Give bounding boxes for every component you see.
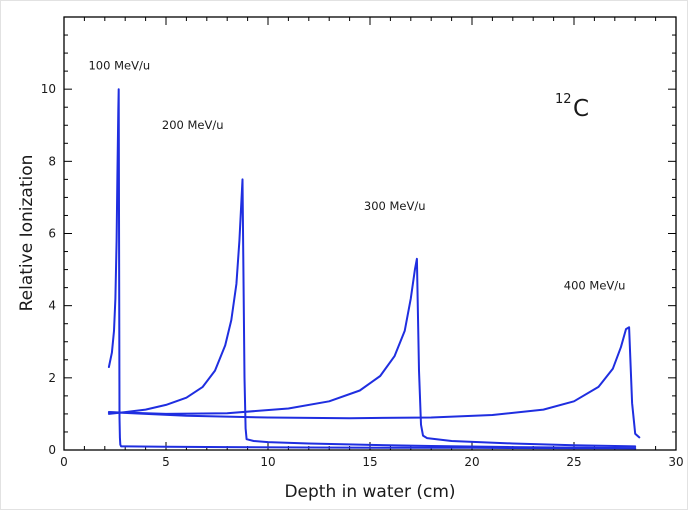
x-tick-label: 10 <box>260 455 275 469</box>
series-label-3: 300 MeV/u <box>364 199 426 213</box>
nucleus-mass-number: 12 <box>555 92 572 107</box>
series-label-1: 100 MeV/u <box>88 58 150 72</box>
axis-ticks: 0 5 10 15 20 25 30 0 2 4 6 8 10 <box>41 16 684 469</box>
x-tick-label: 25 <box>566 455 581 469</box>
series-layer <box>107 88 641 450</box>
y-tick-label: 10 <box>41 82 56 96</box>
y-tick-label: 0 <box>48 443 56 457</box>
series-labels: 100 MeV/u 200 MeV/u 300 MeV/u 400 MeV/u <box>88 58 625 292</box>
x-tick-label: 0 <box>60 455 68 469</box>
series-line-4 <box>107 326 641 439</box>
series-line-1 <box>107 88 637 450</box>
y-tick-label: 2 <box>48 371 56 385</box>
y-tick-label: 6 <box>48 227 56 241</box>
y-tick-label: 4 <box>48 299 56 313</box>
series-line-3 <box>107 257 637 448</box>
series-label-2: 200 MeV/u <box>162 118 224 132</box>
x-axis-label: Depth in water (cm) <box>284 482 455 502</box>
series-label-4: 400 MeV/u <box>564 278 626 292</box>
nucleus-symbol: C <box>573 96 589 122</box>
nucleus-annotation: 12 C <box>555 92 589 122</box>
x-tick-label: 20 <box>464 455 479 469</box>
x-tick-label: 15 <box>362 455 377 469</box>
x-tick-label: 30 <box>668 455 683 469</box>
y-tick-label: 8 <box>48 154 56 168</box>
y-axis-label: Relative Ionization <box>17 155 37 312</box>
x-tick-label: 5 <box>162 455 170 469</box>
series-line-2 <box>107 178 637 450</box>
